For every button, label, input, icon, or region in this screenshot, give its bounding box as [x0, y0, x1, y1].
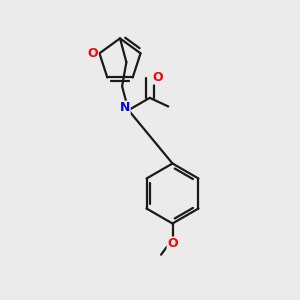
- Text: O: O: [88, 47, 98, 60]
- Text: N: N: [120, 101, 130, 114]
- Text: O: O: [152, 71, 163, 84]
- Text: O: O: [167, 237, 178, 250]
